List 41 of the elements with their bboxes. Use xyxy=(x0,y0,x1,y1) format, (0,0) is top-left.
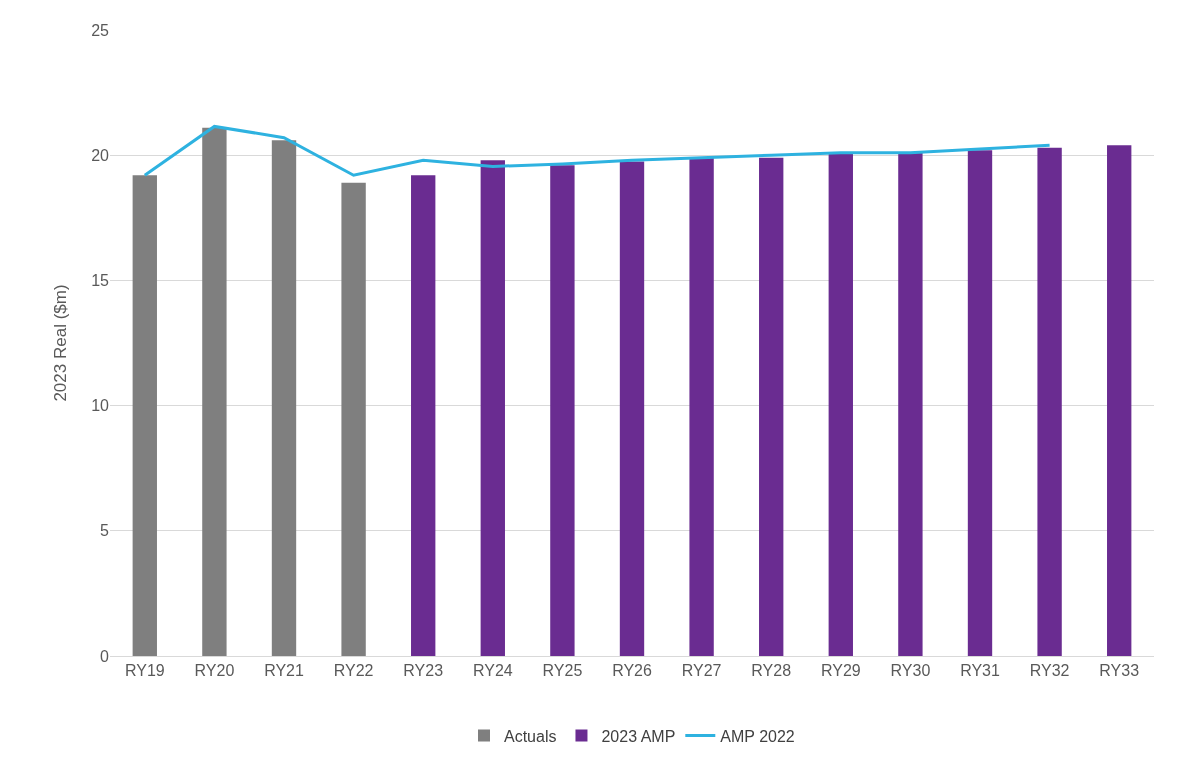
x-tick-label: RY19 xyxy=(124,662,165,680)
bar xyxy=(967,150,993,656)
bar xyxy=(759,157,784,656)
bar xyxy=(480,160,505,656)
legend-label: 2023 AMP xyxy=(601,727,676,745)
legend-label: Actuals xyxy=(504,727,557,745)
bar xyxy=(689,157,714,656)
x-tick-label: RY21 xyxy=(264,662,304,680)
y-tick-label: 20 xyxy=(91,146,110,164)
bar xyxy=(202,127,227,656)
x-tick-label: RY29 xyxy=(820,662,861,680)
x-tick-label: RY32 xyxy=(1029,662,1070,680)
bar xyxy=(341,182,366,656)
bar xyxy=(1107,145,1132,656)
bar xyxy=(411,175,436,656)
bar xyxy=(828,152,853,656)
x-tick-label: RY23 xyxy=(403,662,444,680)
x-tick-label: RY33 xyxy=(1099,662,1140,680)
x-tick-label: RY25 xyxy=(542,662,583,680)
y-tick-label: 15 xyxy=(91,272,110,289)
x-tick-label: RY20 xyxy=(194,662,235,680)
y-tick-label: 10 xyxy=(91,397,110,415)
bar xyxy=(550,165,575,656)
bar xyxy=(898,152,923,656)
y-tick-label: 0 xyxy=(100,647,110,665)
bar xyxy=(271,140,297,656)
x-tick-label: RY24 xyxy=(472,662,513,680)
line-series xyxy=(143,124,1052,177)
x-tick-label: RY27 xyxy=(681,662,722,680)
bar xyxy=(619,161,645,656)
x-tick-label: RY30 xyxy=(890,662,931,680)
y-tick-label: 25 xyxy=(91,21,110,39)
y-tick-label: 5 xyxy=(100,522,110,540)
x-tick-label: RY22 xyxy=(333,662,374,680)
bar xyxy=(132,175,157,656)
x-tick-label: RY31 xyxy=(960,662,1000,680)
x-tick-label: RY28 xyxy=(751,662,792,680)
x-tick-label: RY26 xyxy=(612,662,652,680)
y-axis-title: 2023 Real ($m) xyxy=(51,284,70,402)
legend-label: AMP 2022 xyxy=(720,727,795,745)
bar xyxy=(1037,147,1062,656)
